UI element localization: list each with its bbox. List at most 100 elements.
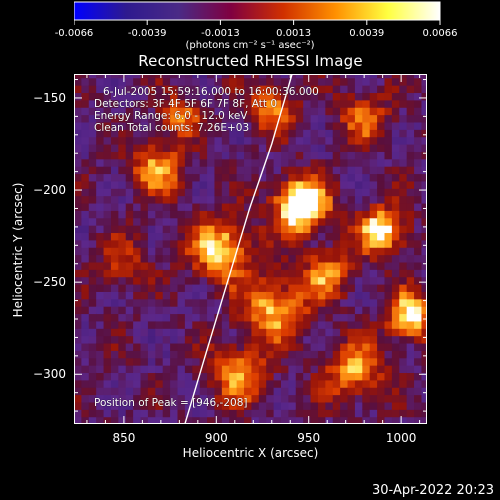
heatmap-cell [266,166,275,175]
heatmap-cell [103,195,112,204]
heatmap-cell [88,173,97,182]
heatmap-cell [236,416,245,424]
heatmap-cell [369,387,378,396]
heatmap-cell [162,379,171,388]
heatmap-cell [258,210,267,219]
heatmap-cell [88,225,97,234]
heatmap-cell [81,239,90,248]
heatmap-cell [310,74,319,79]
heatmap-cell [273,379,282,388]
heatmap-cell [295,313,304,322]
heatmap-cell [384,320,393,329]
heatmap-cell [199,114,208,123]
heatmap-cell [147,114,156,123]
heatmap-cell [266,225,275,234]
heatmap-cell [362,298,371,307]
heatmap-cell [162,99,171,108]
heatmap-cell [147,217,156,226]
heatmap-cell [170,254,179,263]
heatmap-cell [391,335,400,344]
heatmap-cell [406,291,415,300]
heatmap-cell [88,313,97,322]
heatmap-cell [229,166,238,175]
heatmap-cell [325,144,334,152]
heatmap-cell [155,320,164,329]
heatmap-cell [354,239,363,248]
heatmap-cell [362,74,371,79]
heatmap-cell [88,284,97,292]
heatmap-cell [332,99,341,108]
heatmap-cell [377,254,386,263]
heatmap-cell [384,247,393,256]
heatmap-cell [74,372,82,381]
heatmap-cell [96,416,105,424]
heatmap-cell [74,144,82,152]
heatmap-cell [236,342,245,351]
heatmap-cell [347,284,356,292]
heatmap-cell [133,99,142,108]
heatmap-cell [147,409,156,418]
heatmap-cell [118,144,127,152]
heatmap-cell [347,188,356,197]
heatmap-cell [384,195,393,204]
heatmap-cell [81,328,90,337]
heatmap-cell [88,276,97,285]
heatmap-cell [369,74,378,79]
heatmap-cell [155,225,164,234]
heatmap-cell [288,387,297,396]
heatmap-cell [177,195,186,204]
heatmap-cell [391,298,400,307]
heatmap-cell [162,129,171,138]
heatmap-cell [399,335,408,344]
heatmap-cell [162,173,171,182]
heatmap-cell [110,136,119,145]
heatmap-cell [147,306,156,315]
heatmap-cell [251,121,260,130]
heatmap-cell [325,202,334,211]
heatmap-cell [288,173,297,182]
heatmap-cell [140,195,149,204]
heatmap-cell [133,306,142,315]
heatmap-cell [295,151,304,160]
heatmap-cell [340,151,349,160]
heatmap-cell [273,202,282,211]
heatmap-cell [74,313,82,322]
heatmap-cell [258,180,267,189]
heatmap-cell [391,173,400,182]
heatmap-cell [347,335,356,344]
heatmap-cell [110,416,119,424]
heatmap-cell [147,166,156,175]
heatmap-cell [421,291,427,300]
heatmap-cell [88,239,97,248]
annotation-detectors: Detectors: 3F 4F 5F 6F 7F 8F, Att 0 [94,98,278,110]
heatmap-cell [96,107,105,116]
heatmap-cell [110,320,119,329]
heatmap-cell [88,85,97,94]
heatmap-cell [295,114,304,123]
heatmap-cell [170,298,179,307]
heatmap-cell [391,379,400,388]
heatmap-cell [340,372,349,381]
heatmap-cell [236,357,245,366]
heatmap-cell [362,92,371,101]
heatmap-cell [147,239,156,248]
heatmap-cell [251,232,260,241]
heatmap-cell [88,261,97,270]
heatmap-cell [332,180,341,189]
heatmap-cell [207,261,216,270]
heatmap-cell [414,394,423,403]
heatmap-cell [199,372,208,381]
heatmap-cell [288,202,297,211]
heatmap-cell [81,387,90,396]
heatmap-cell [406,254,415,263]
heatmap-cell [369,328,378,337]
heatmap-cell [399,365,408,374]
heatmap-cell [347,225,356,234]
heatmap-cell [147,225,156,234]
heatmap-cell [74,306,82,315]
heatmap-cell [162,401,171,410]
heatmap-cell [414,379,423,388]
heatmap-cell [280,350,289,359]
heatmap-cell [391,129,400,138]
heatmap-cell [236,320,245,329]
